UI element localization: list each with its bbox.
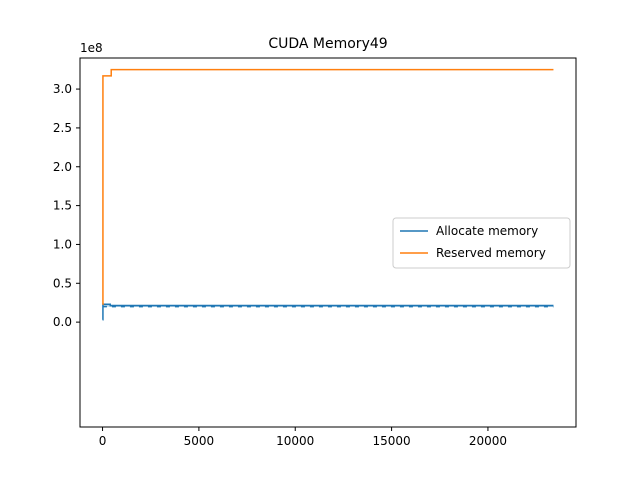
series-line-0 bbox=[102, 303, 554, 321]
series-line-1 bbox=[102, 68, 554, 306]
y-tick-label: 3.0 bbox=[53, 82, 72, 96]
y-tick-label: 2.5 bbox=[53, 121, 72, 135]
plot-series bbox=[102, 68, 554, 321]
y-tick-label: 0.5 bbox=[53, 276, 72, 290]
x-tick-label: 15000 bbox=[372, 434, 410, 448]
x-tick-label: 0 bbox=[99, 434, 107, 448]
y-tick-label: 2.0 bbox=[53, 160, 72, 174]
y-axis-offset-label: 1e8 bbox=[80, 41, 103, 55]
legend-label: Allocate memory bbox=[436, 224, 538, 238]
y-tick-label: 0.0 bbox=[53, 315, 72, 329]
x-tick-label: 5000 bbox=[184, 434, 215, 448]
x-axis: 0 5000 10000 15000 20000 bbox=[99, 427, 507, 448]
plot-frame bbox=[79, 57, 577, 428]
legend: Allocate memory Reserved memory bbox=[392, 217, 571, 269]
legend-box bbox=[392, 217, 571, 269]
x-tick-label: 10000 bbox=[276, 434, 314, 448]
y-axis: 0.0 0.5 1.0 1.5 2.0 2.5 3.0 bbox=[53, 82, 80, 329]
y-tick-label: 1.0 bbox=[53, 237, 72, 251]
legend-label: Reserved memory bbox=[436, 246, 546, 260]
chart-title: CUDA Memory49 bbox=[268, 36, 387, 52]
x-tick-label: 20000 bbox=[469, 434, 507, 448]
y-tick-label: 1.5 bbox=[53, 199, 72, 213]
